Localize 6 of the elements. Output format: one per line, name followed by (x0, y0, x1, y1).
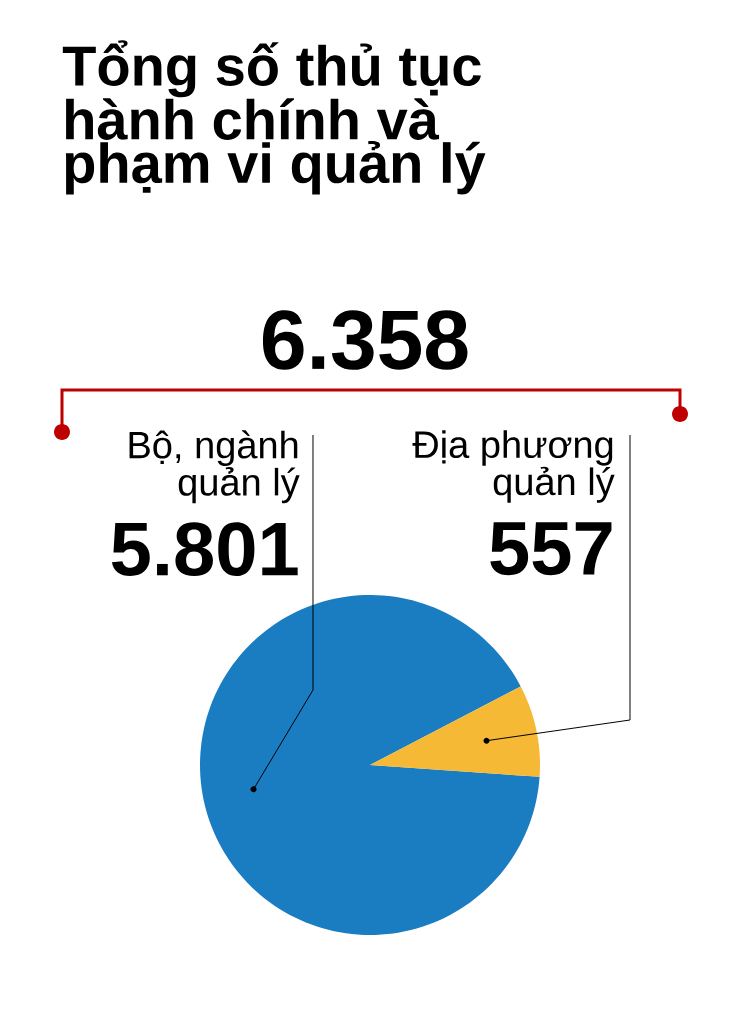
chart-title: Tổng số thủ tục hành chính và phạm vi quản lý (62, 40, 486, 195)
data-label: 5.801 (111, 522, 298, 577)
slice-label: Bộ, ngành quản lý (129, 430, 300, 504)
slice-label: Địa phương quản lý (412, 430, 615, 503)
text: 6.358 (262, 310, 468, 370)
data-label: 557 (490, 522, 612, 576)
